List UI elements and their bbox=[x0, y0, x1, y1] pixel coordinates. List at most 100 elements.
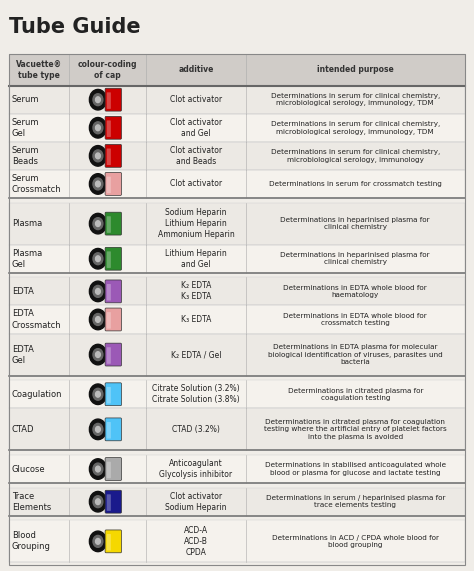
Circle shape bbox=[93, 424, 103, 435]
FancyBboxPatch shape bbox=[9, 278, 465, 305]
Text: additive: additive bbox=[178, 66, 214, 74]
Circle shape bbox=[90, 531, 107, 552]
Circle shape bbox=[96, 466, 100, 472]
FancyBboxPatch shape bbox=[105, 418, 121, 441]
Text: Blood
Grouping: Blood Grouping bbox=[12, 532, 51, 552]
Text: Determinations in ACD / CPDA whole blood for
blood grouping: Determinations in ACD / CPDA whole blood… bbox=[272, 534, 439, 548]
Circle shape bbox=[93, 496, 103, 508]
Circle shape bbox=[96, 221, 100, 227]
Circle shape bbox=[93, 388, 103, 400]
Text: EDTA: EDTA bbox=[12, 287, 34, 296]
Text: Determinations in citrated plasma for coagulation
testing where the artificial e: Determinations in citrated plasma for co… bbox=[264, 419, 447, 440]
Text: Determinations in serum for clinical chemistry,
microbiological serology, immuno: Determinations in serum for clinical che… bbox=[271, 121, 440, 135]
FancyBboxPatch shape bbox=[9, 142, 465, 170]
Circle shape bbox=[93, 286, 103, 297]
Circle shape bbox=[96, 288, 100, 294]
Text: Citrate Solution (3.2%)
Citrate Solution (3.8%): Citrate Solution (3.2%) Citrate Solution… bbox=[152, 384, 240, 404]
Text: Clot activator: Clot activator bbox=[170, 179, 222, 188]
FancyBboxPatch shape bbox=[105, 172, 121, 195]
Circle shape bbox=[96, 316, 100, 323]
Text: Serum: Serum bbox=[12, 95, 39, 104]
FancyBboxPatch shape bbox=[107, 422, 111, 439]
FancyBboxPatch shape bbox=[9, 520, 465, 562]
FancyBboxPatch shape bbox=[107, 148, 111, 165]
Text: Clot activator
and Gel: Clot activator and Gel bbox=[170, 118, 222, 138]
Circle shape bbox=[96, 391, 100, 397]
FancyBboxPatch shape bbox=[107, 312, 111, 329]
Text: Clot activator
and Beads: Clot activator and Beads bbox=[170, 146, 222, 166]
Circle shape bbox=[96, 97, 100, 103]
Text: intended purpose: intended purpose bbox=[317, 66, 394, 74]
Text: Lithium Heparin
and Gel: Lithium Heparin and Gel bbox=[165, 249, 227, 269]
Text: Determinations in EDTA whole blood for
haematology: Determinations in EDTA whole blood for h… bbox=[283, 284, 427, 298]
Circle shape bbox=[90, 281, 107, 301]
FancyBboxPatch shape bbox=[9, 245, 465, 273]
Circle shape bbox=[93, 253, 103, 265]
Text: Tube Guide: Tube Guide bbox=[9, 17, 141, 37]
FancyBboxPatch shape bbox=[107, 347, 111, 364]
Circle shape bbox=[90, 146, 107, 166]
Circle shape bbox=[90, 118, 107, 138]
Circle shape bbox=[90, 214, 107, 234]
FancyBboxPatch shape bbox=[105, 212, 121, 235]
Text: Determinations in citrated plasma for
coagulation testing: Determinations in citrated plasma for co… bbox=[288, 388, 423, 401]
FancyBboxPatch shape bbox=[9, 380, 465, 408]
Circle shape bbox=[96, 256, 100, 262]
Text: Clot activator: Clot activator bbox=[170, 95, 222, 104]
Text: K₂ EDTA / Gel: K₂ EDTA / Gel bbox=[171, 350, 221, 359]
FancyBboxPatch shape bbox=[105, 308, 121, 331]
FancyBboxPatch shape bbox=[107, 176, 111, 193]
FancyBboxPatch shape bbox=[107, 216, 111, 233]
Text: Plasma: Plasma bbox=[12, 219, 42, 228]
Text: colour-coding
of cap: colour-coding of cap bbox=[78, 60, 137, 80]
FancyBboxPatch shape bbox=[105, 247, 121, 270]
FancyBboxPatch shape bbox=[105, 383, 121, 405]
Circle shape bbox=[96, 125, 100, 131]
Circle shape bbox=[93, 349, 103, 360]
FancyBboxPatch shape bbox=[105, 490, 121, 513]
Circle shape bbox=[93, 463, 103, 475]
Text: Glucose: Glucose bbox=[12, 465, 46, 473]
Circle shape bbox=[93, 150, 103, 162]
Circle shape bbox=[90, 419, 107, 440]
Circle shape bbox=[96, 153, 100, 159]
FancyBboxPatch shape bbox=[107, 284, 111, 300]
FancyBboxPatch shape bbox=[9, 114, 465, 142]
Text: Serum
Crossmatch: Serum Crossmatch bbox=[12, 174, 62, 194]
FancyBboxPatch shape bbox=[9, 203, 465, 245]
FancyBboxPatch shape bbox=[105, 89, 121, 111]
Text: K₂ EDTA
K₃ EDTA: K₂ EDTA K₃ EDTA bbox=[181, 282, 211, 301]
FancyBboxPatch shape bbox=[107, 462, 111, 478]
FancyBboxPatch shape bbox=[9, 333, 465, 376]
FancyBboxPatch shape bbox=[9, 455, 465, 483]
Text: K₃ EDTA: K₃ EDTA bbox=[181, 315, 211, 324]
Text: CTAD (3.2%): CTAD (3.2%) bbox=[172, 425, 220, 434]
Text: Determinations in heparinised plasma for
clinical chemistry: Determinations in heparinised plasma for… bbox=[281, 217, 430, 230]
Text: Determinations in stabilised anticoagulated whole
blood or plasma for glucose an: Determinations in stabilised anticoagula… bbox=[265, 463, 446, 476]
FancyBboxPatch shape bbox=[107, 251, 111, 268]
Text: Plasma
Gel: Plasma Gel bbox=[12, 249, 42, 269]
FancyBboxPatch shape bbox=[105, 144, 121, 167]
FancyBboxPatch shape bbox=[107, 93, 111, 109]
Circle shape bbox=[96, 538, 100, 544]
Text: Anticoagulant
Glycolysis inhibitor: Anticoagulant Glycolysis inhibitor bbox=[159, 459, 233, 479]
Circle shape bbox=[96, 352, 100, 357]
FancyBboxPatch shape bbox=[9, 488, 465, 516]
FancyBboxPatch shape bbox=[107, 387, 111, 404]
Circle shape bbox=[93, 313, 103, 325]
Text: EDTA
Crossmatch: EDTA Crossmatch bbox=[12, 309, 62, 329]
FancyBboxPatch shape bbox=[105, 343, 121, 366]
FancyBboxPatch shape bbox=[105, 530, 121, 553]
Circle shape bbox=[93, 218, 103, 230]
FancyBboxPatch shape bbox=[9, 86, 465, 114]
Circle shape bbox=[90, 384, 107, 404]
Text: Clot activator
Sodium Heparin: Clot activator Sodium Heparin bbox=[165, 492, 227, 512]
Circle shape bbox=[96, 499, 100, 505]
Text: CTAD: CTAD bbox=[12, 425, 34, 434]
Text: Determinations in serum for clinical chemistry,
microbiological serology, immuno: Determinations in serum for clinical che… bbox=[271, 93, 440, 106]
Text: Determinations in serum for clinical chemistry,
microbiological serology, immuno: Determinations in serum for clinical che… bbox=[271, 149, 440, 163]
Text: Serum
Beads: Serum Beads bbox=[12, 146, 39, 166]
Text: Coagulation: Coagulation bbox=[12, 390, 63, 399]
Text: Determinations in EDTA plasma for molecular
biological identification of viruses: Determinations in EDTA plasma for molecu… bbox=[268, 344, 443, 365]
Circle shape bbox=[90, 492, 107, 512]
